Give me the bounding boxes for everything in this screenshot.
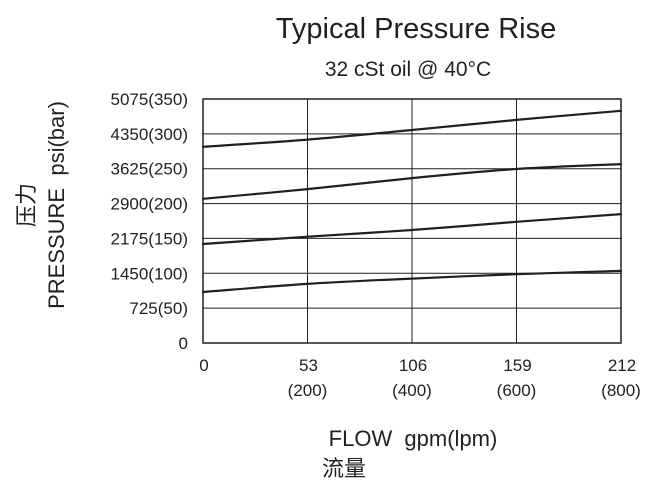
x-tick-label: 159 [503,356,531,375]
y-axis-title-cn: 压力 [14,183,39,227]
chart-subtitle: 32 cSt oil @ 40°C [325,58,491,81]
x-axis-label-cn: 流量 [322,456,366,481]
y-tick-label: 725(50) [129,299,188,318]
series-lines [201,109,623,294]
plot-area-frame [202,98,622,344]
y-tick-label: 3625(250) [110,160,188,179]
grid [202,98,622,344]
x-tick-sublabel: (800) [601,381,641,400]
x-tick-label: 0 [199,356,208,375]
y-tick-label: 0 [179,334,188,353]
series-line [201,109,623,148]
x-tick-label: 212 [608,356,636,375]
y-axis-label-cn: 压力 [14,183,39,227]
tick-labels: 0 53 (200) 106 (400) 159 (600) 212 (800) 0 725(50)… [110,90,640,400]
x-tick-label: 53 [299,356,318,375]
y-tick-label: 2900(200) [110,195,188,214]
series-line [201,163,623,200]
series-line [201,213,623,246]
x-axis-label: FLOW gpm(lpm) [329,426,498,451]
x-tick-sublabel: (200) [288,381,328,400]
y-axis-label: PRESSURE psi(bar) [44,101,69,309]
y-tick-label: 1450(100) [110,264,188,283]
x-tick-label: 106 [399,356,427,375]
y-tick-label: 5075(350) [110,90,188,109]
x-tick-sublabel: (600) [497,381,537,400]
y-tick-label: 4350(300) [110,125,188,144]
y-axis-title: PRESSURE psi(bar) [44,101,69,309]
chart-title: Typical Pressure Rise [276,13,556,45]
y-tick-label: 2175(150) [110,229,188,248]
x-tick-sublabel: (400) [392,381,432,400]
series-line [201,269,623,294]
